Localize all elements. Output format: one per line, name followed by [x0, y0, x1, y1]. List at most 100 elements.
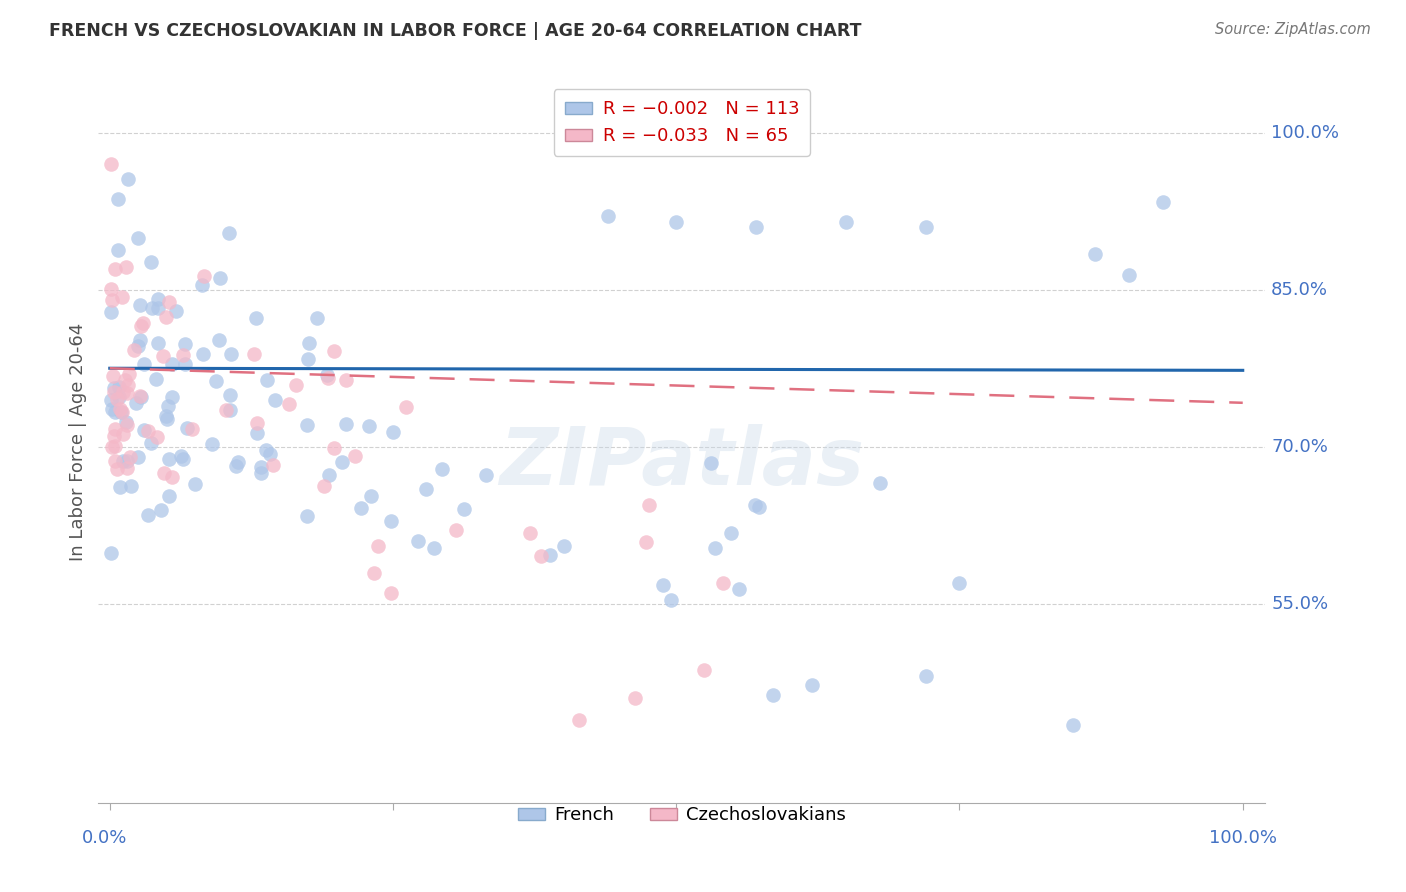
Point [720, 526, 742, 541]
Point [693, 663, 716, 677]
Point [174, 358, 197, 372]
Point [761, 688, 783, 702]
Point [149, 502, 172, 516]
Point [110, 405, 132, 419]
Point [152, 349, 174, 363]
Point [132, 357, 155, 371]
Point [176, 421, 198, 435]
Point [127, 339, 149, 353]
Point [117, 461, 139, 475]
Point [129, 319, 152, 334]
Point [104, 405, 127, 419]
Point [316, 371, 339, 385]
Point [323, 441, 346, 455]
Point [250, 467, 273, 481]
Point [114, 373, 136, 387]
Point [157, 452, 180, 467]
Point [111, 385, 134, 400]
Text: FRENCH VS CZECHOSLOVAKIAN IN LABOR FORCE | AGE 20-64 CORRELATION CHART: FRENCH VS CZECHOSLOVAKIAN IN LABOR FORCE… [49, 22, 862, 40]
Point [146, 336, 169, 351]
Point [659, 592, 682, 607]
Point [205, 375, 228, 389]
Point [104, 422, 127, 436]
Point [264, 392, 287, 407]
Point [132, 316, 155, 330]
Point [748, 500, 770, 515]
Legend: French, Czechoslovakians: French, Czechoslovakians [509, 797, 855, 833]
Point [218, 227, 240, 241]
Point [246, 416, 269, 430]
Point [219, 388, 242, 402]
Point [262, 458, 284, 472]
Point [191, 278, 214, 293]
Point [665, 214, 688, 228]
Point [138, 424, 160, 438]
Point [103, 384, 125, 399]
Text: 0.0%: 0.0% [82, 829, 127, 847]
Point [114, 260, 136, 275]
Point [295, 508, 318, 523]
Point [835, 214, 858, 228]
Point [869, 476, 891, 491]
Point [430, 462, 453, 476]
Point [112, 454, 135, 468]
Point [104, 261, 127, 276]
Point [215, 403, 238, 417]
Point [110, 402, 132, 417]
Point [155, 310, 177, 325]
Point [246, 425, 269, 440]
Point [728, 582, 751, 597]
Point [108, 479, 131, 493]
Point [568, 713, 591, 727]
Point [129, 389, 152, 403]
Point [225, 458, 247, 473]
Point [117, 171, 139, 186]
Point [700, 457, 723, 471]
Point [914, 669, 936, 683]
Point [219, 347, 242, 361]
Point [120, 450, 142, 464]
Point [538, 548, 561, 562]
Point [380, 586, 402, 600]
Point [122, 343, 145, 358]
Point [120, 478, 142, 492]
Point [136, 508, 159, 522]
Point [100, 282, 122, 296]
Point [256, 373, 278, 387]
Point [335, 373, 357, 387]
Point [380, 514, 402, 528]
Point [174, 337, 197, 351]
Point [530, 549, 553, 563]
Point [624, 690, 647, 705]
Point [444, 523, 467, 537]
Point [132, 423, 155, 437]
Point [278, 397, 301, 411]
Point [110, 290, 132, 304]
Point [208, 270, 231, 285]
Point [191, 347, 214, 361]
Point [453, 501, 475, 516]
Point [219, 402, 242, 417]
Point [801, 678, 824, 692]
Point [1118, 268, 1140, 282]
Point [100, 392, 122, 407]
Point [107, 462, 129, 476]
Point [107, 243, 129, 257]
Point [115, 453, 138, 467]
Point [184, 476, 207, 491]
Point [284, 377, 307, 392]
Point [598, 210, 620, 224]
Text: 55.0%: 55.0% [1271, 595, 1329, 613]
Point [208, 333, 231, 347]
Point [157, 295, 180, 310]
Point [100, 546, 122, 560]
Point [129, 333, 152, 347]
Text: 100.0%: 100.0% [1209, 829, 1277, 847]
Point [169, 449, 191, 463]
Point [350, 500, 373, 515]
Point [711, 575, 734, 590]
Point [914, 219, 936, 234]
Point [104, 454, 127, 468]
Point [104, 439, 127, 453]
Point [108, 390, 131, 404]
